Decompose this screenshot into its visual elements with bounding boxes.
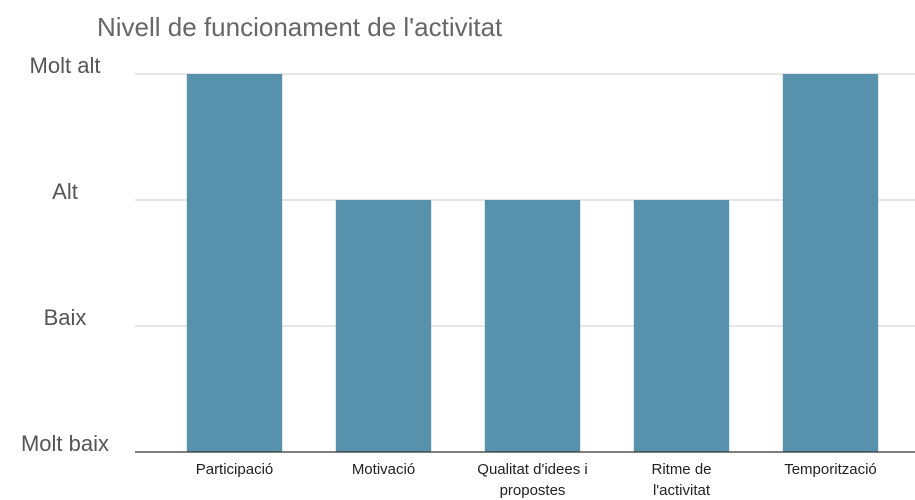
- bar: [484, 200, 581, 452]
- bar: [186, 74, 283, 452]
- bar: [782, 74, 879, 452]
- x-tick-label: Motivació: [352, 461, 415, 478]
- y-tick-label: Alt: [52, 179, 78, 204]
- bar: [335, 200, 432, 452]
- chart-title: Nivell de funcionament de l'activitat: [97, 12, 503, 42]
- y-tick-label: Molt baix: [21, 431, 109, 456]
- x-tick-label: Participació: [196, 461, 274, 478]
- x-tick-label: Qualitat d'idees i propostes: [477, 461, 587, 499]
- y-tick-label: Molt alt: [30, 53, 101, 78]
- y-tick-label: Baix: [44, 305, 87, 330]
- x-tick-label: Temporització: [784, 461, 877, 478]
- x-tick-label: Ritme de l'activitat: [651, 461, 711, 499]
- bar: [633, 200, 730, 452]
